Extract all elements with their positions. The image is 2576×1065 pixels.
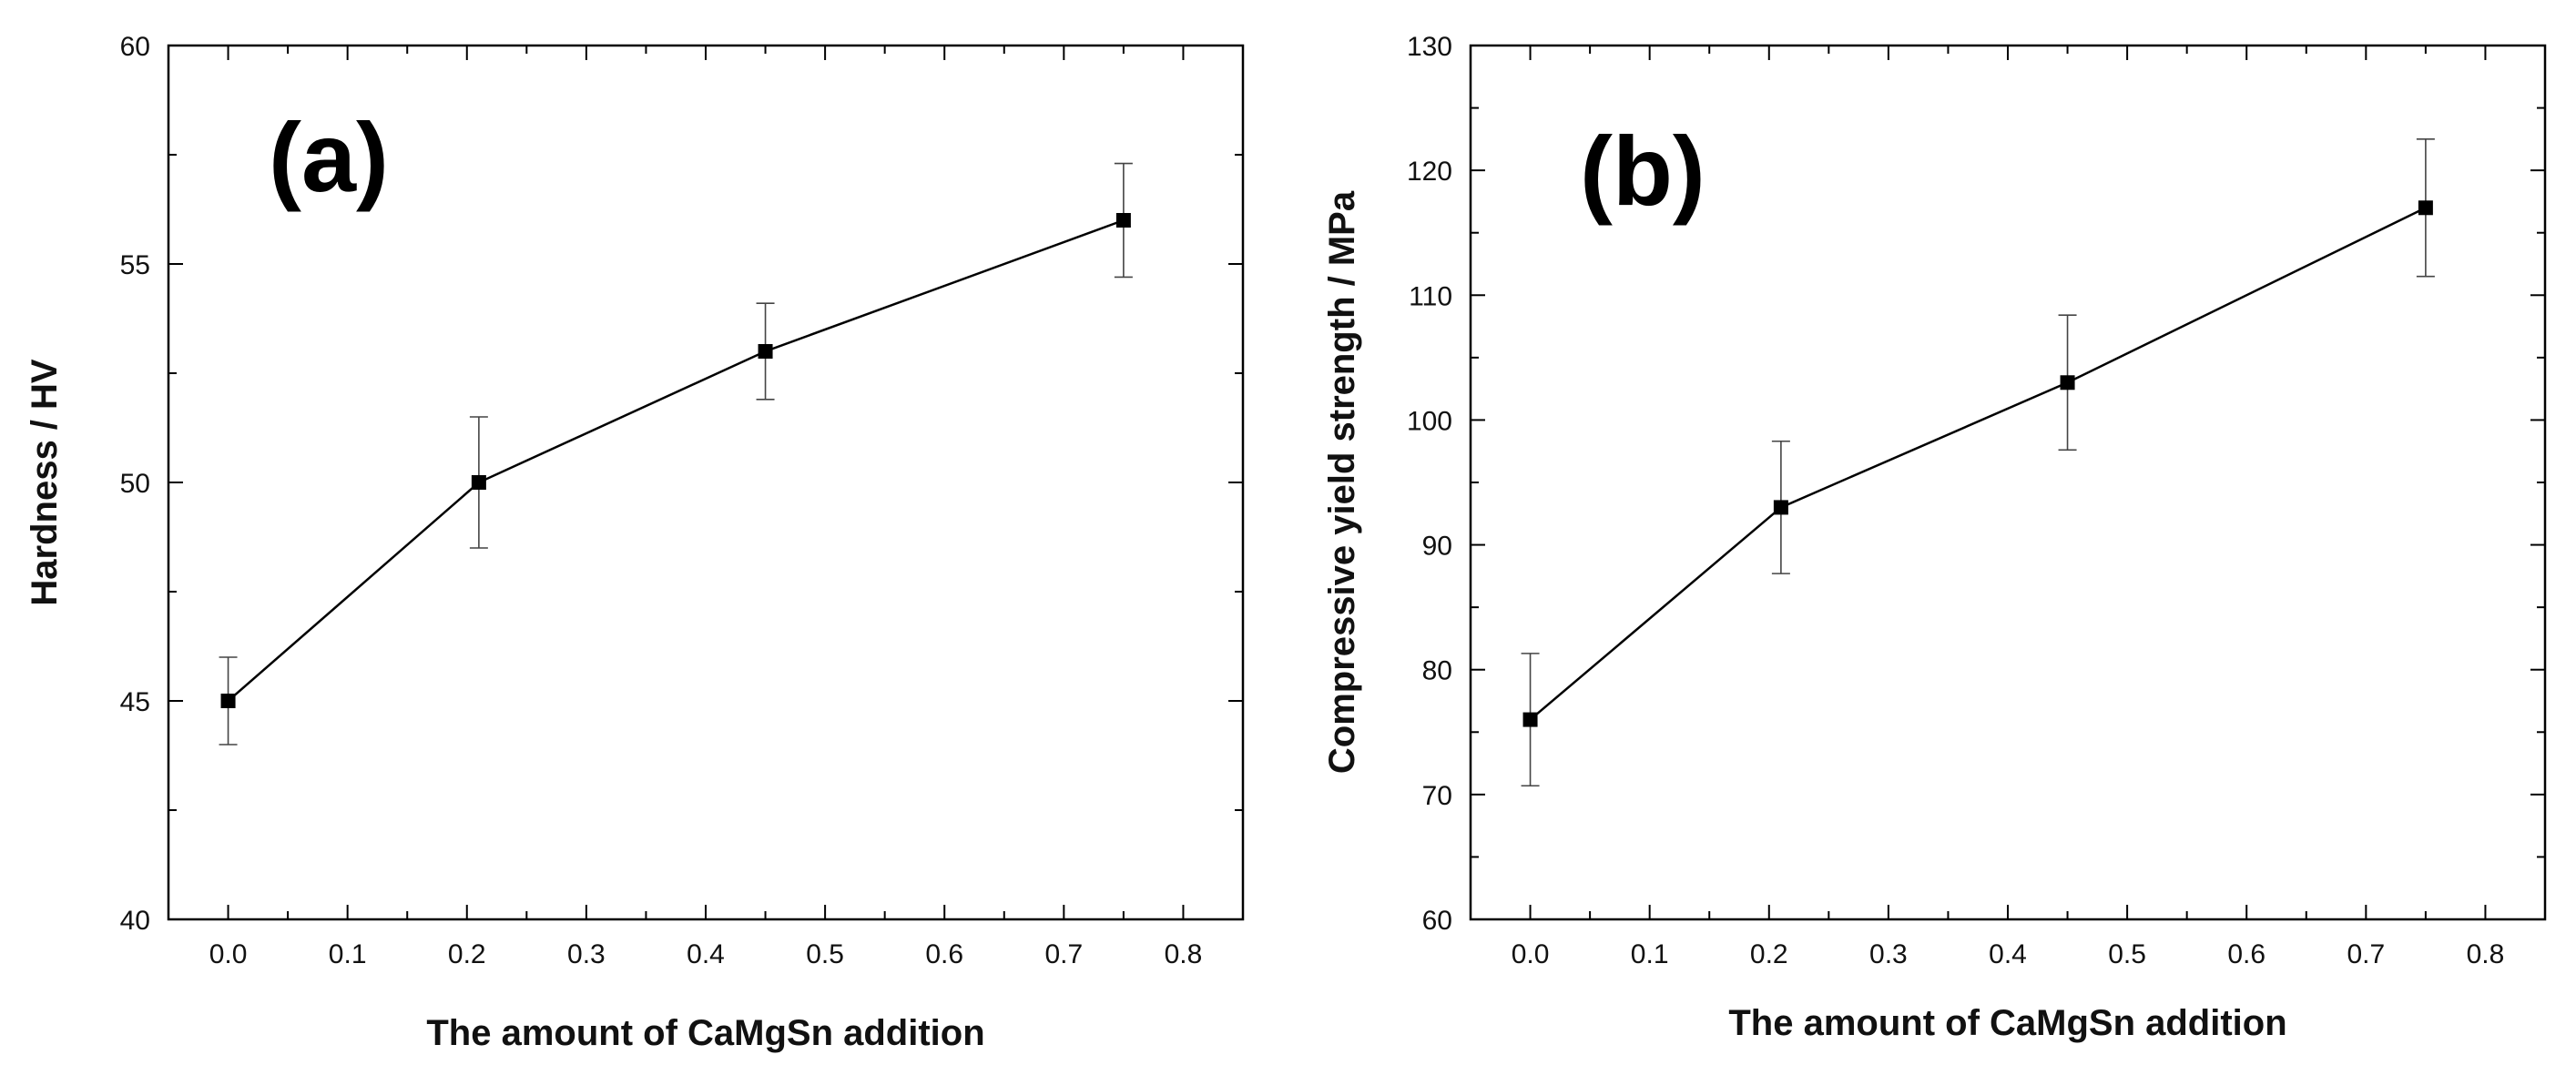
y-tick-label: 80 (1422, 656, 1452, 686)
y-axis-title: Compressive yield strength / MPa (1322, 190, 1362, 774)
x-tick-label: 0.6 (925, 939, 963, 969)
data-point (220, 694, 236, 708)
x-tick-label: 0.4 (687, 939, 725, 969)
x-tick-label: 0.0 (1512, 939, 1550, 969)
series-line (1529, 207, 2427, 721)
x-tick-label: 0.2 (1750, 939, 1788, 969)
x-tick-label: 0.6 (2227, 939, 2265, 969)
x-axis-title: The amount of CaMgSn addition (1728, 1003, 2286, 1043)
x-tick-label: 0.1 (1631, 939, 1669, 969)
data-point (471, 475, 486, 490)
data-point (1522, 712, 1538, 727)
x-tick-label: 0.3 (567, 939, 606, 969)
data-point (1773, 500, 1788, 515)
data-point (2060, 375, 2075, 390)
y-tick-label: 55 (120, 250, 150, 280)
x-tick-label: 0.8 (2467, 939, 2505, 969)
x-tick-label: 0.2 (448, 939, 486, 969)
y-tick-label: 120 (1407, 157, 1452, 187)
x-tick-label: 0.7 (1044, 939, 1083, 969)
x-tick-label: 0.5 (806, 939, 844, 969)
x-tick-label: 0.1 (329, 939, 367, 969)
y-axis-title: Hardness / HV (25, 359, 65, 606)
x-tick-label: 0.7 (2347, 939, 2385, 969)
x-tick-label: 0.0 (209, 939, 248, 969)
x-tick-label: 0.8 (1165, 939, 1203, 969)
x-tick-label: 0.3 (1869, 939, 1908, 969)
chart-panel-b: 0.0 0.1 0.2 0.3 0.4 0.5 0.6 0.7 0.8 60 70 80 90 100 11… (1322, 32, 2547, 1043)
x-tick-label: 0.5 (2108, 939, 2146, 969)
y-tick-label: 40 (120, 906, 150, 936)
y-tick-label: 45 (120, 687, 150, 717)
panel-label: (b) (1580, 116, 1705, 226)
data-point (758, 344, 773, 359)
y-tick-label: 130 (1407, 32, 1452, 62)
panel-label: (a) (269, 102, 389, 212)
y-tick-label: 90 (1422, 532, 1452, 562)
y-tick-label: 50 (120, 469, 150, 499)
x-tick-label: 0.4 (1989, 939, 2027, 969)
data-point (1115, 213, 1131, 228)
data-point (2418, 200, 2433, 216)
y-tick-label: 110 (1409, 281, 1452, 311)
y-tick-label: 60 (120, 32, 150, 62)
series-line (227, 218, 1125, 702)
x-axis-title: The amount of CaMgSn addition (426, 1013, 984, 1053)
chart-panel-a: 0.0 0.1 0.2 0.3 0.4 0.5 0.6 0.7 0.8 40 45 50 55 60 The… (25, 32, 1245, 1053)
y-tick-label: 60 (1422, 906, 1452, 936)
y-tick-label: 100 (1407, 406, 1452, 436)
y-tick-label: 70 (1422, 781, 1452, 811)
